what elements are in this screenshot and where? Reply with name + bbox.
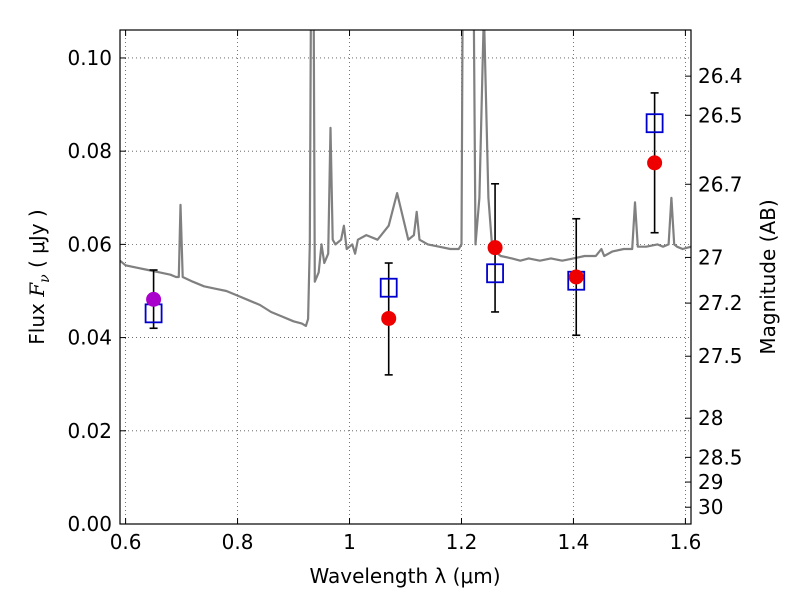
y-axis-label-left: Flux Fν ( μJy ) [25,209,53,344]
right-tick-label: 27 [698,245,723,269]
x-tick-label: 1.4 [558,530,590,554]
spectrum-line [120,30,691,327]
observed-circle-point [146,291,162,307]
x-tick-label: 0.6 [110,530,142,554]
y-axis-label-unit: ( μJy ) [25,209,49,274]
model-square-point [379,277,398,298]
observed-circle-point [381,310,397,326]
y-tick-label: 0.02 [67,419,112,443]
x-axis-label: Wavelength λ (μm) [309,564,500,588]
y-axis-label-symbol: F [25,282,49,298]
model-square-point [645,113,664,134]
observed-circle-point [487,240,503,256]
observed-circle-point [568,269,584,285]
right-tick-label: 26.7 [698,172,743,196]
ticks-layer: 0.6 0.8 1 1.2 1.4 1.6 0.00 0.02 0.04 0.06 0.08 0.10… [67,30,743,554]
y-tick-label: 0.08 [67,139,112,163]
right-tick-label: 26.4 [698,64,743,88]
y-axis-label-right: Magnitude (AB) [756,199,780,354]
y-axis-label-subscript: ν [37,274,53,283]
y-tick-label: 0.10 [67,46,112,70]
model-points-layer [144,113,664,324]
y-tick-label: 0.06 [67,232,112,256]
observed-points-layer [146,155,663,326]
x-tick-label: 0.8 [222,530,254,554]
x-tick-label: 1 [343,530,356,554]
right-tick-label: 28.5 [698,445,743,469]
right-tick-label: 27.2 [698,291,743,315]
spectrum-layer [120,30,691,327]
plot-frame [119,29,692,525]
right-tick-label: 29 [698,470,723,494]
observed-circle-point [647,155,663,171]
y-tick-label: 0.00 [67,512,112,536]
x-tick-label: 1.2 [446,530,478,554]
right-tick-label: 26.5 [698,103,743,127]
model-square-point [486,263,504,284]
y-tick-label: 0.04 [67,326,112,350]
right-tick-label: 27.5 [698,344,743,368]
right-tick-label: 28 [698,406,723,430]
x-tick-label: 1.6 [669,530,701,554]
plot-background [120,30,691,524]
right-tick-label: 30 [698,495,723,519]
y-axis-label-prefix: Flux [25,297,49,345]
